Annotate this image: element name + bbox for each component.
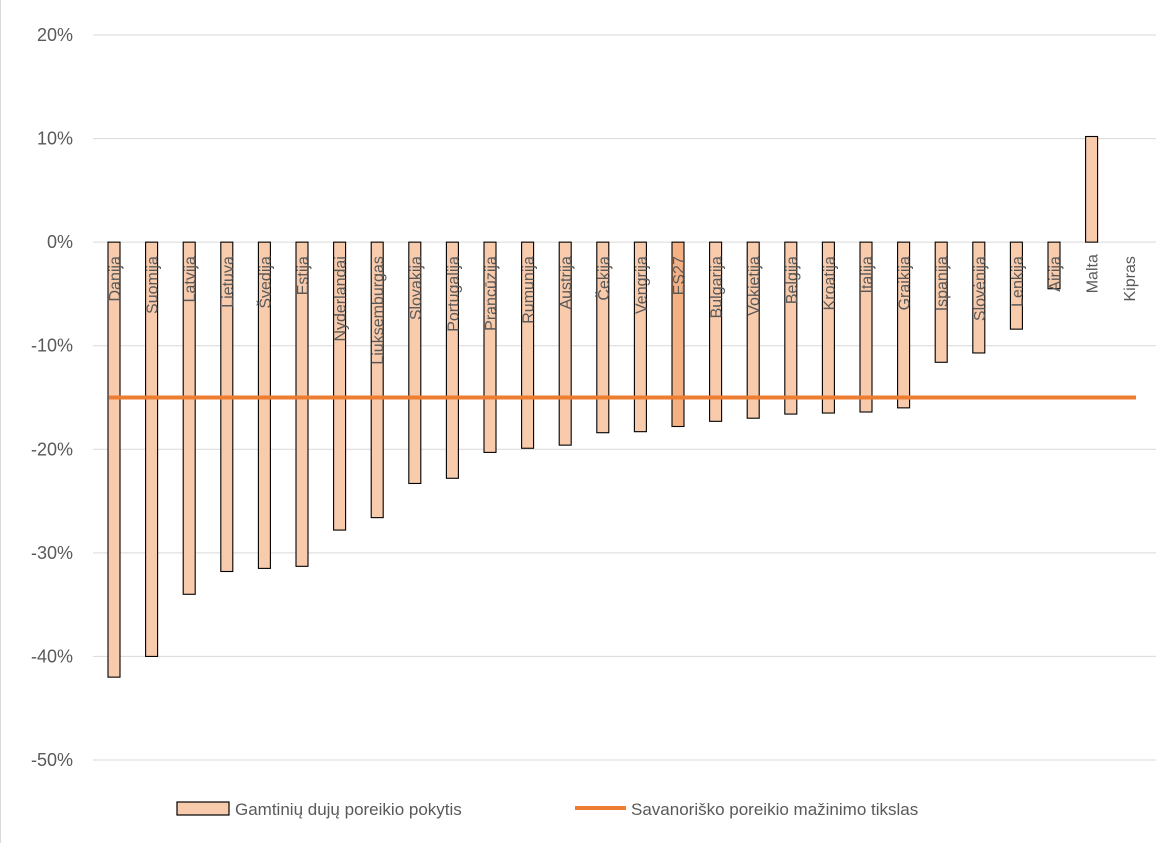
bars xyxy=(107,135,1099,678)
category-label: Švedija xyxy=(255,256,274,309)
y-tick-label: -40% xyxy=(31,646,73,666)
bar xyxy=(897,241,911,409)
category-label: Danija xyxy=(107,256,124,301)
category-label: Slovakija xyxy=(408,256,425,320)
category-label: Ispanija xyxy=(934,256,951,311)
legend-swatch-bars xyxy=(176,801,230,816)
category-label: Estija xyxy=(295,256,312,295)
category-label: Bulgarija xyxy=(709,256,726,318)
bar xyxy=(859,241,873,413)
category-label: Malta xyxy=(1085,254,1102,293)
category-label: Kipras xyxy=(1122,256,1139,301)
bar xyxy=(182,241,196,595)
category-labels: Danija Suomija Latvija Lietuva Švedija Estija… xyxy=(107,254,1139,365)
bar xyxy=(596,241,610,434)
category-label: Nyderlandai xyxy=(333,256,350,341)
category-label: Kroatija xyxy=(821,256,838,310)
bar xyxy=(483,241,497,453)
category-label: Lietuva xyxy=(220,256,237,308)
legend: Gamtinių dujų poreikio pokytis Savanoriš… xyxy=(176,800,918,819)
category-label: Italija xyxy=(859,256,876,293)
bar xyxy=(107,241,121,678)
bar xyxy=(1047,241,1061,290)
y-axis-ticks: 20% 10% 0% -10% -20% -30% -40% -50% xyxy=(31,25,73,770)
y-tick-label: -10% xyxy=(31,336,73,356)
bar xyxy=(257,241,271,569)
bar xyxy=(934,241,948,363)
bar xyxy=(972,241,986,354)
bar xyxy=(746,241,760,419)
y-tick-label: 0% xyxy=(47,232,73,252)
category-label: Graikija xyxy=(897,256,914,310)
bar xyxy=(821,241,835,414)
category-label: Vokietija xyxy=(746,256,763,316)
category-label: Rumunija xyxy=(521,256,538,324)
bar xyxy=(220,241,234,573)
bar xyxy=(709,241,723,422)
bar xyxy=(671,241,685,428)
bar xyxy=(558,241,572,446)
y-tick-label: -20% xyxy=(31,439,73,459)
legend-label-bars: Gamtinių dujų poreikio pokytis xyxy=(235,800,462,819)
category-label: Austrija xyxy=(558,256,575,309)
y-tick-label: -30% xyxy=(31,543,73,563)
category-label: Portugalija xyxy=(445,256,462,332)
bar xyxy=(370,241,384,519)
category-label: Latvija xyxy=(182,256,199,302)
bar xyxy=(408,241,422,485)
category-label: Airija xyxy=(1047,256,1064,292)
y-tick-label: 20% xyxy=(37,25,73,45)
legend-label-line: Savanoriško poreikio mažinimo tikslas xyxy=(631,800,918,819)
y-tick-label: 10% xyxy=(37,129,73,149)
bar xyxy=(1085,135,1099,243)
category-label: Belgija xyxy=(784,256,801,304)
bar xyxy=(445,241,459,479)
category-label: Suomija xyxy=(145,256,162,314)
bar xyxy=(633,241,647,433)
category-label: Čekija xyxy=(594,256,613,301)
category-label: Slovėnija xyxy=(972,256,989,321)
category-label: Vengrija xyxy=(633,256,650,314)
y-tick-label: -50% xyxy=(31,750,73,770)
bar xyxy=(145,241,159,657)
category-label: Prancūzija xyxy=(483,256,500,331)
bar xyxy=(784,241,798,415)
category-label: Lenkija xyxy=(1009,256,1026,307)
bar xyxy=(295,241,309,567)
category-label: ES27 xyxy=(671,256,688,295)
bar xyxy=(333,241,347,531)
bar xyxy=(1009,241,1023,330)
category-label: Liuksemburgas xyxy=(370,256,387,365)
